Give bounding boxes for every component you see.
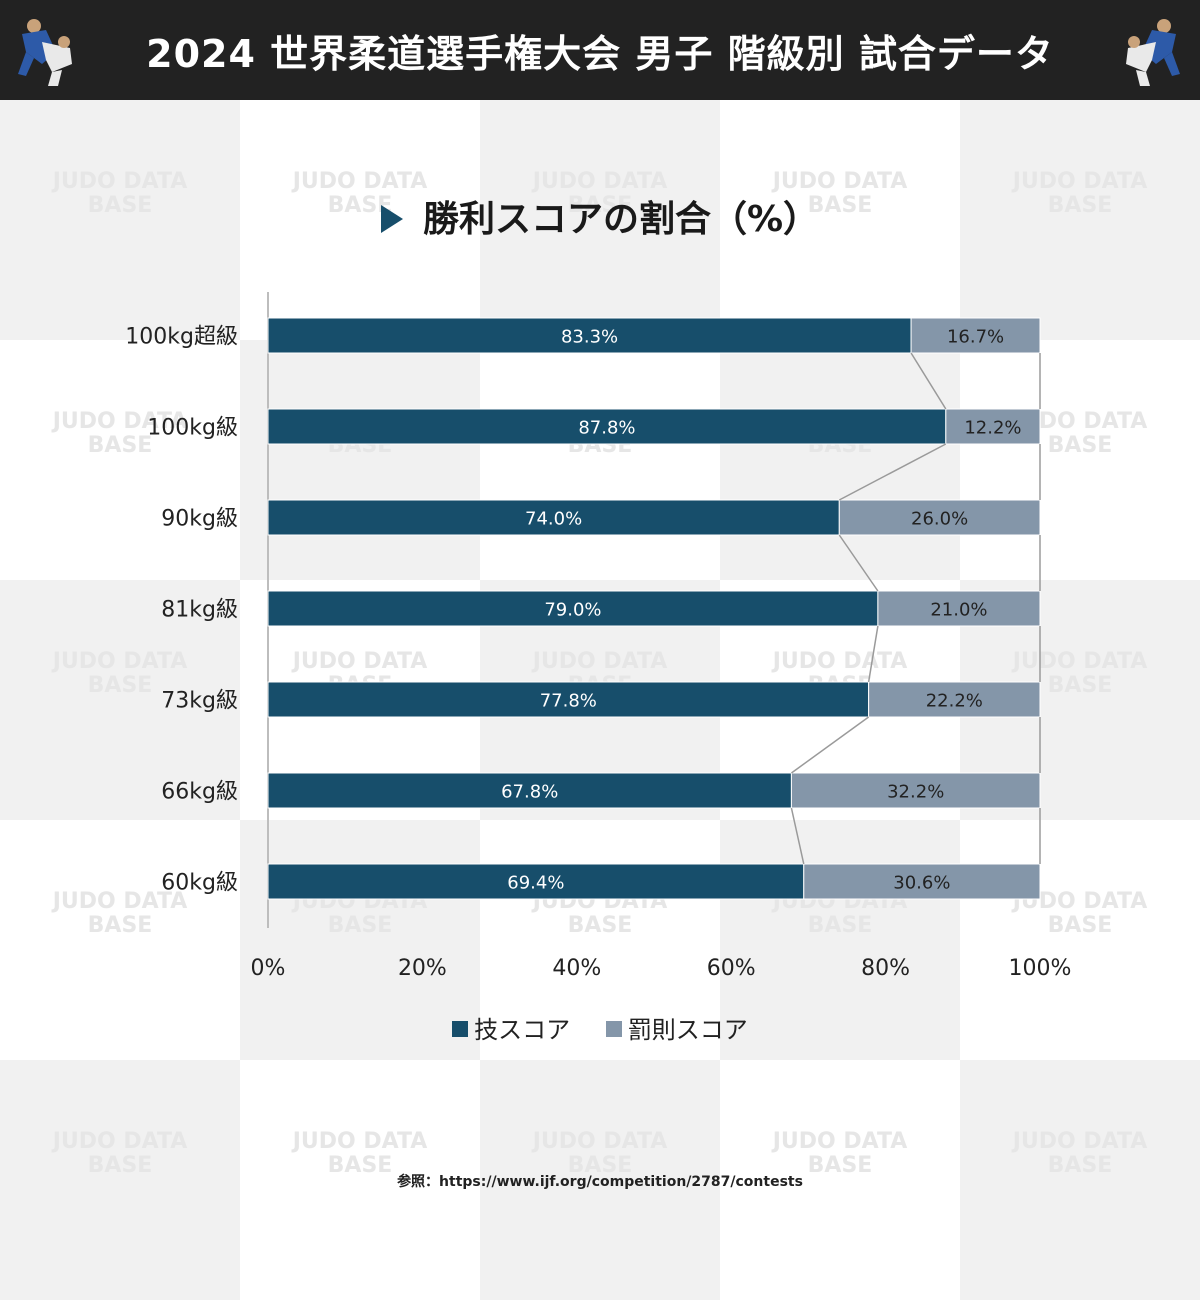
bar-waza <box>267 681 870 718</box>
category-label: 100kg超級 <box>125 325 238 350</box>
data-label: 16.7% <box>947 327 1004 348</box>
category-label: 90kg級 <box>161 507 238 532</box>
bar-penalty <box>803 863 1041 900</box>
x-tick-label: 60% <box>707 956 756 981</box>
bar-penalty <box>945 408 1041 445</box>
data-label: 77.8% <box>540 691 597 712</box>
series-line <box>838 534 879 592</box>
bar-penalty <box>877 590 1041 627</box>
legend-item-waza: 技スコア <box>452 1010 570 1045</box>
data-label: 79.0% <box>544 600 601 621</box>
data-label: 74.0% <box>525 509 582 530</box>
series-line <box>790 807 805 865</box>
data-label: 83.3% <box>561 327 618 348</box>
legend-swatch-penalty <box>605 1021 622 1037</box>
data-label: 26.0% <box>911 509 968 530</box>
legend-swatch-waza <box>452 1021 469 1037</box>
x-tick-label: 80% <box>861 956 910 981</box>
series-line <box>838 443 947 501</box>
legend: 技スコア 罰則スコア <box>0 1010 1200 1045</box>
judoka-icon-left <box>18 19 72 86</box>
data-label: 12.2% <box>964 418 1021 439</box>
category-label: 73kg級 <box>161 689 238 714</box>
play-triangle-icon <box>380 205 403 233</box>
bar-waza <box>267 772 792 809</box>
chart-title-wrap: 勝利スコアの割合（%） <box>0 190 1200 242</box>
bar-waza <box>267 408 947 445</box>
category-label: 81kg級 <box>161 598 238 623</box>
bar-waza <box>267 317 912 354</box>
x-tick-label: 100% <box>1009 956 1072 981</box>
category-label: 66kg級 <box>161 780 238 805</box>
x-tick-label: 40% <box>552 956 601 981</box>
bar-penalty <box>868 681 1041 718</box>
legend-item-penalty: 罰則スコア <box>605 1010 748 1045</box>
x-tick-label: 0% <box>251 956 286 981</box>
bar-waza <box>267 499 840 536</box>
series-line <box>790 716 870 774</box>
data-label: 69.4% <box>507 873 564 894</box>
series-line <box>867 625 879 683</box>
data-label: 21.0% <box>930 600 987 621</box>
judoka-icon-right <box>1126 19 1180 86</box>
series-line <box>910 352 947 410</box>
chart-area: 100kg超級 83.3% 16.7% 100kg級 87.8% 12.2% 90kg級 74… <box>125 292 1072 981</box>
category-label: 100kg級 <box>147 416 238 441</box>
header-bar: 2024 世界柔道選手権大会 男子 階級別 試合データ <box>0 0 1200 100</box>
bar-waza <box>267 863 805 900</box>
x-tick-label: 20% <box>398 956 447 981</box>
source-note: 参照：https://www.ijf.org/competition/2787/… <box>397 1174 803 1190</box>
bar-penalty <box>910 317 1041 354</box>
chart-title: 勝利スコアの割合（%） <box>422 199 820 240</box>
bar-penalty <box>838 499 1041 536</box>
data-label: 30.6% <box>893 873 950 894</box>
legend-label-waza: 技スコア <box>474 1016 571 1044</box>
header-title: 2024 世界柔道選手権大会 男子 階級別 試合データ <box>146 31 1054 76</box>
data-label: 87.8% <box>578 418 635 439</box>
category-label: 60kg級 <box>161 871 238 896</box>
data-label: 67.8% <box>501 782 558 803</box>
bar-penalty <box>790 772 1041 809</box>
data-label: 32.2% <box>887 782 944 803</box>
legend-label-penalty: 罰則スコア <box>627 1016 748 1044</box>
bar-waza <box>267 590 879 627</box>
data-label: 22.2% <box>926 691 983 712</box>
